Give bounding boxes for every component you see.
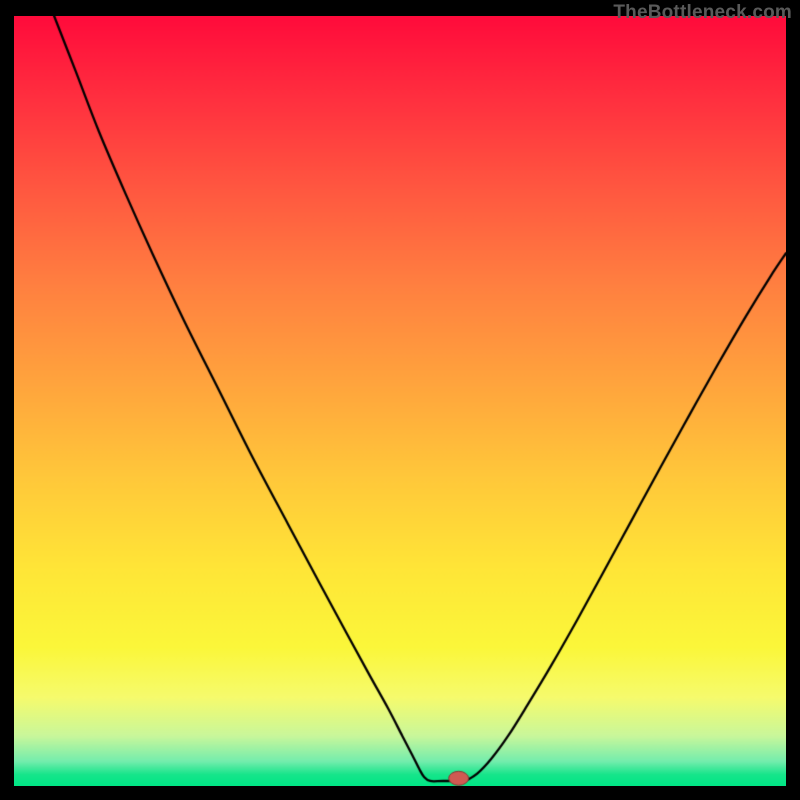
watermark-text: TheBottleneck.com [613, 2, 792, 24]
bottleneck-chart-canvas [14, 16, 786, 786]
plot-area [14, 16, 786, 786]
